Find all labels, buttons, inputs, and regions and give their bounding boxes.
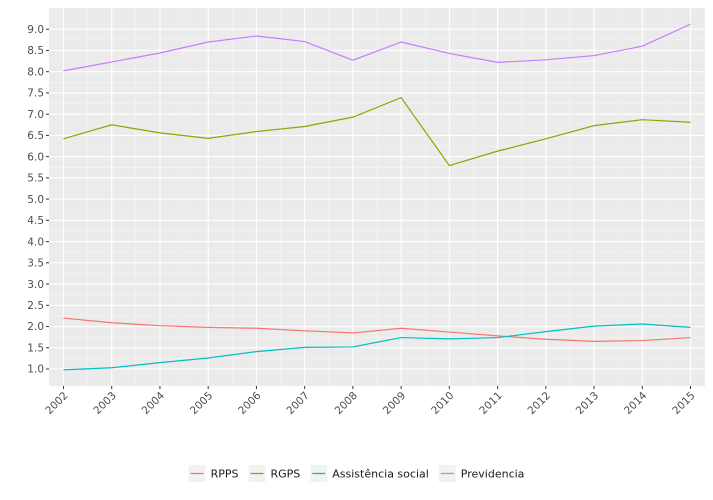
y-tick-label: 5.0: [27, 194, 44, 206]
y-tick-label: 5.5: [27, 173, 44, 185]
x-tick-label: 2003: [91, 390, 118, 417]
y-tick-label: 1.5: [27, 342, 44, 354]
y-tick-label: 7.5: [27, 88, 44, 100]
series-line-rgps: [63, 96, 691, 167]
y-tick-label: 7.0: [27, 109, 44, 121]
x-tick-label: 2011: [477, 390, 504, 417]
x-tick-label: 2004: [140, 389, 168, 417]
legend-item-rgps: RGPS: [248, 465, 300, 482]
series-line-rpps: [63, 317, 691, 343]
x-tick-label: 2006: [236, 389, 264, 417]
series-lines: [63, 23, 691, 371]
legend-item-assist-ncia-social: Assistência social: [310, 465, 429, 482]
legend-label: RGPS: [270, 468, 300, 481]
x-tick-label: 2014: [622, 389, 650, 417]
legend-item-previdencia: Previdencia: [438, 465, 525, 482]
legend: RPPS RGPS Assistência social Previdencia: [188, 465, 525, 482]
y-tick-label: 8.5: [27, 45, 44, 57]
y-tick-label: 2.0: [27, 321, 44, 333]
y-tick-label: 4.5: [27, 215, 44, 227]
y-tick-label: 4.0: [27, 236, 44, 248]
x-tick-label: 2007: [284, 390, 311, 417]
x-tick-label: 2009: [381, 390, 408, 417]
series-line-previdencia: [63, 23, 691, 72]
minor-gridlines: [49, 8, 705, 386]
y-tick-label: 3.0: [27, 279, 44, 291]
y-tick-label: 6.5: [27, 130, 44, 142]
x-tick-label: 2015: [670, 390, 697, 417]
x-tick-label: 2013: [574, 390, 601, 417]
y-tick-label: 6.0: [27, 151, 44, 163]
x-tick-label: 2008: [333, 390, 360, 417]
legend-label: RPPS: [211, 468, 239, 481]
y-tick-label: 8.0: [27, 66, 44, 78]
legend-label: Previdencia: [461, 468, 525, 481]
y-tick-label: 3.5: [27, 258, 44, 270]
x-tick-label: 2005: [188, 390, 215, 417]
y-tick-label: 1.0: [27, 364, 44, 376]
major-gridlines: [49, 8, 705, 386]
y-axis: 1.0 1.5 2.0 2.5 3.0 3.5 4.0 4.5 5.0 5.5 6.0 6.5 7.0 7…: [27, 24, 49, 376]
series-line-assist-ncia-social: [63, 323, 691, 371]
legend-label: Assistência social: [332, 468, 429, 481]
x-axis: 2002 2003 2004 2005 2006 2007 2008 2009 2010 2011…: [43, 386, 698, 417]
x-tick-label: 2010: [429, 390, 456, 417]
legend-item-rpps: RPPS: [188, 465, 239, 482]
y-tick-label: 2.5: [27, 300, 44, 312]
y-tick-label: 9.0: [27, 24, 44, 36]
x-tick-label: 2002: [43, 390, 70, 417]
x-tick-label: 2012: [526, 390, 553, 417]
